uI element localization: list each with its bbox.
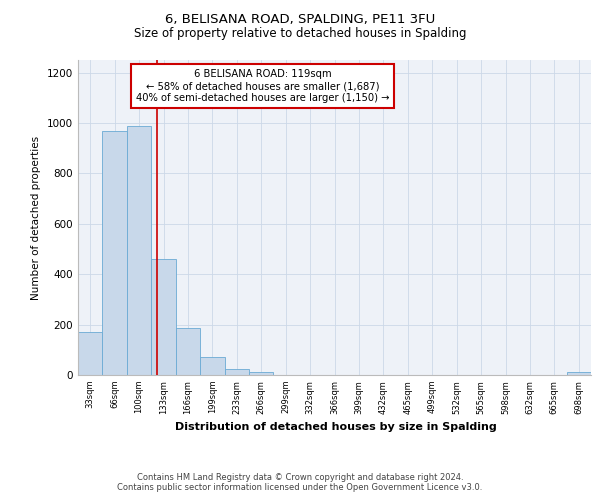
Bar bbox=[224, 368, 249, 375]
Bar bbox=[127, 126, 151, 375]
Bar bbox=[176, 328, 200, 375]
Bar bbox=[78, 332, 103, 375]
Bar bbox=[200, 358, 224, 375]
Text: Size of property relative to detached houses in Spalding: Size of property relative to detached ho… bbox=[134, 28, 466, 40]
Bar bbox=[103, 130, 127, 375]
Y-axis label: Number of detached properties: Number of detached properties bbox=[31, 136, 41, 300]
Bar bbox=[249, 372, 274, 375]
Bar bbox=[566, 372, 591, 375]
Text: 6, BELISANA ROAD, SPALDING, PE11 3FU: 6, BELISANA ROAD, SPALDING, PE11 3FU bbox=[165, 12, 435, 26]
Bar bbox=[151, 259, 176, 375]
Text: Contains HM Land Registry data © Crown copyright and database right 2024.
Contai: Contains HM Land Registry data © Crown c… bbox=[118, 472, 482, 492]
Text: Distribution of detached houses by size in Spalding: Distribution of detached houses by size … bbox=[175, 422, 497, 432]
Text: 6 BELISANA ROAD: 119sqm
← 58% of detached houses are smaller (1,687)
40% of semi: 6 BELISANA ROAD: 119sqm ← 58% of detache… bbox=[136, 70, 389, 102]
